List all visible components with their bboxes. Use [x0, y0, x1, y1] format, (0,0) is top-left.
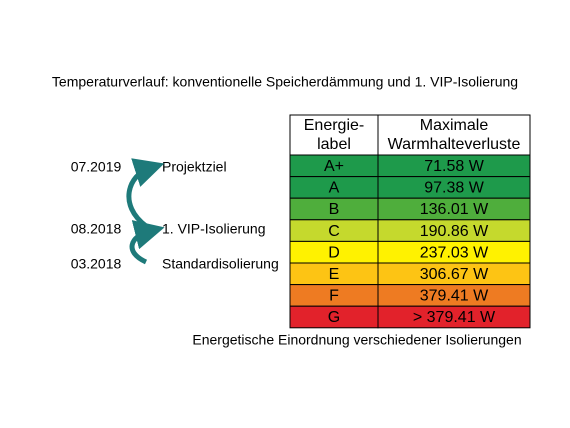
row-label: E [329, 266, 340, 283]
header-cell [289, 114, 379, 156]
row-label: F [329, 288, 339, 305]
header-text: Warmhalteverluste [388, 136, 521, 153]
milestone: Standardisolierung [162, 256, 279, 272]
header-text: Energie- [304, 117, 364, 134]
cell [377, 305, 531, 329]
date: 07.2019 [71, 159, 122, 175]
row-label: B [329, 201, 340, 218]
milestone: 1. VIP-Isolierung [162, 221, 266, 237]
arrow [126, 158, 165, 228]
row-value: 379.41 W [420, 288, 489, 305]
row-value: 306.67 W [420, 266, 489, 283]
date: 08.2018 [71, 221, 122, 237]
title: Temperaturverlauf: konventionelle Speich… [52, 74, 518, 90]
row-value: 136.01 W [420, 201, 489, 218]
date: 03.2018 [71, 256, 122, 272]
energy-table: Energie-label Maximale Warmhalteverluste A+… [289, 114, 531, 329]
row-value: > 379.41 W [413, 309, 496, 326]
row-label: D [328, 244, 340, 261]
row-label: G [328, 309, 340, 326]
row-value: 71.58 W [424, 158, 484, 175]
header-text: Maximale [420, 117, 489, 134]
row-label: A+ [324, 158, 344, 175]
row-value: 237.03 W [420, 244, 489, 261]
arrow [129, 220, 165, 265]
milestone: Projektziel [162, 159, 227, 175]
header-text: label [317, 136, 351, 153]
row-value: 190.86 W [420, 223, 489, 240]
caption: Energetische Einordnung verschiedener Is… [192, 332, 521, 348]
row-value: 97.38 W [424, 180, 484, 197]
row-label: C [328, 223, 340, 240]
row-label: A [329, 180, 340, 197]
